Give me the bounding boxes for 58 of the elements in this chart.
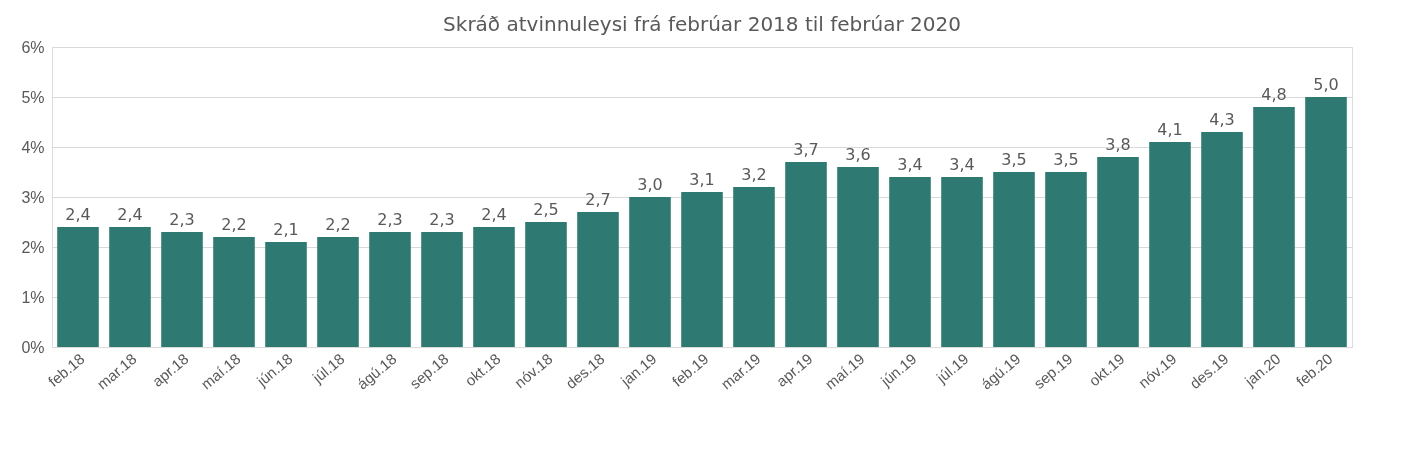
data-label: 2,2 bbox=[221, 215, 247, 234]
bar bbox=[1149, 142, 1191, 347]
data-label: 2,4 bbox=[481, 205, 507, 224]
bar bbox=[681, 192, 723, 347]
y-tick-label: 6% bbox=[21, 38, 45, 56]
data-label: 3,8 bbox=[1105, 135, 1131, 154]
bar bbox=[837, 167, 879, 347]
bar bbox=[629, 197, 671, 347]
bar bbox=[1097, 157, 1139, 347]
data-label: 2,3 bbox=[169, 210, 195, 229]
data-label: 3,4 bbox=[897, 155, 923, 174]
data-label: 2,3 bbox=[429, 210, 455, 229]
data-label: 3,6 bbox=[845, 145, 871, 164]
bar bbox=[785, 162, 827, 347]
data-label: 3,1 bbox=[689, 170, 715, 189]
data-label: 3,0 bbox=[637, 175, 663, 194]
data-label: 4,8 bbox=[1261, 85, 1287, 104]
bar bbox=[161, 232, 203, 347]
data-label: 4,3 bbox=[1209, 110, 1235, 129]
bar bbox=[213, 237, 255, 347]
data-label: 5,0 bbox=[1313, 75, 1339, 94]
data-label: 3,7 bbox=[793, 140, 819, 159]
data-label: 2,7 bbox=[585, 190, 611, 209]
bar bbox=[1253, 107, 1295, 347]
bar bbox=[421, 232, 463, 347]
y-tick-label: 0% bbox=[21, 338, 45, 356]
data-label: 4,1 bbox=[1157, 120, 1183, 139]
y-tick-label: 3% bbox=[21, 188, 45, 206]
data-label: 3,5 bbox=[1001, 150, 1027, 169]
bar bbox=[577, 212, 619, 347]
bar bbox=[57, 227, 99, 347]
bar bbox=[473, 227, 515, 347]
bar bbox=[993, 172, 1035, 347]
data-label: 3,2 bbox=[741, 165, 767, 184]
bar bbox=[525, 222, 567, 347]
bar bbox=[109, 227, 151, 347]
bar bbox=[1305, 97, 1347, 347]
y-tick-label: 4% bbox=[21, 138, 45, 156]
chart-title: Skráð atvinnuleysi frá febrúar 2018 til febrúar 2020 bbox=[443, 12, 961, 36]
bar bbox=[1045, 172, 1087, 347]
bar bbox=[1201, 132, 1243, 347]
bar bbox=[733, 187, 775, 347]
data-label: 2,1 bbox=[273, 220, 299, 239]
bar bbox=[265, 242, 307, 347]
y-tick-label: 5% bbox=[21, 88, 45, 106]
data-label: 2,4 bbox=[65, 205, 91, 224]
bar bbox=[317, 237, 359, 347]
data-label: 2,5 bbox=[533, 200, 559, 219]
data-label: 3,5 bbox=[1053, 150, 1079, 169]
bar bbox=[889, 177, 931, 347]
y-tick-label: 2% bbox=[21, 238, 45, 256]
y-tick-label: 1% bbox=[21, 288, 45, 306]
data-label: 2,2 bbox=[325, 215, 351, 234]
data-label: 2,3 bbox=[377, 210, 403, 229]
bar bbox=[369, 232, 411, 347]
data-label: 2,4 bbox=[117, 205, 143, 224]
data-label: 3,4 bbox=[949, 155, 975, 174]
bar bbox=[941, 177, 983, 347]
